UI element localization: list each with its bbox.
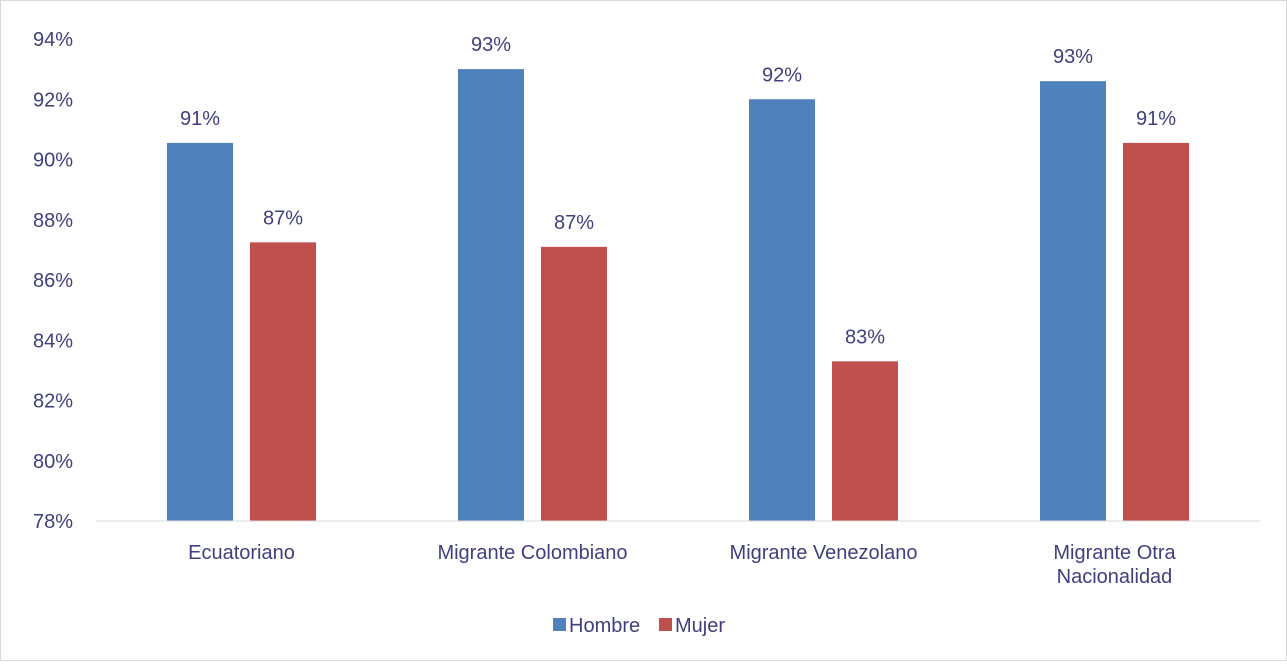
legend-swatch-hombre: [553, 618, 566, 631]
y-axis: 78% 80% 82% 84% 86% 88% 90% 92% 94%: [33, 29, 73, 533]
legend-label-hombre: Hombre: [569, 615, 640, 637]
y-tick-label: 94%: [33, 29, 73, 51]
category-label: Migrante Otra: [1053, 542, 1176, 564]
y-tick-label: 80%: [33, 451, 73, 473]
data-label: 93%: [471, 34, 511, 56]
category-label: Nacionalidad: [1057, 566, 1173, 588]
y-tick-label: 86%: [33, 270, 73, 292]
y-tick-label: 90%: [33, 150, 73, 172]
data-labels: 91% 93% 92% 93% 87% 87% 83% 91%: [180, 34, 1176, 348]
y-tick-label: 84%: [33, 330, 73, 352]
bar-hombre-0: [167, 142, 233, 521]
data-label: 87%: [554, 212, 594, 234]
x-axis: Ecuatoriano Migrante Colombiano Migrante V…: [188, 542, 1176, 588]
legend: Hombre Mujer: [553, 615, 725, 637]
data-label: 91%: [1136, 108, 1176, 130]
bar-mujer-2: [832, 361, 898, 521]
category-label: Ecuatoriano: [188, 542, 295, 564]
legend-label-mujer: Mujer: [675, 615, 725, 637]
bar-mujer-3: [1123, 142, 1189, 521]
data-label: 91%: [180, 108, 220, 130]
category-label: Migrante Colombiano: [437, 542, 627, 564]
bar-hombre-3: [1040, 81, 1106, 522]
data-label: 83%: [845, 326, 885, 348]
data-label: 87%: [263, 207, 303, 229]
category-label: Migrante Venezolano: [730, 542, 918, 564]
data-label: 93%: [1053, 46, 1093, 68]
data-label: 92%: [762, 64, 802, 86]
bar-mujer-0: [250, 242, 316, 521]
bars: [167, 69, 1189, 522]
legend-swatch-mujer: [659, 618, 672, 631]
y-tick-label: 92%: [33, 89, 73, 111]
y-tick-label: 82%: [33, 391, 73, 413]
y-tick-label: 88%: [33, 210, 73, 232]
y-tick-label: 78%: [33, 511, 73, 533]
bar-mujer-1: [541, 246, 607, 522]
bar-hombre-1: [458, 69, 524, 521]
bar-hombre-2: [749, 99, 815, 521]
